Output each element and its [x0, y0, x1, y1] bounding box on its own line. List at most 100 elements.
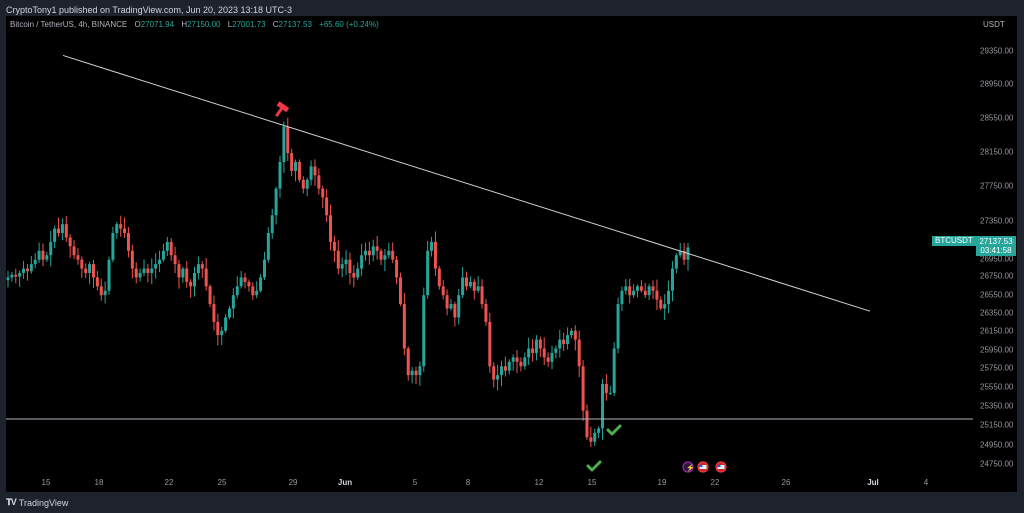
candle-body [395, 259, 399, 278]
candle-body [344, 259, 348, 265]
time-tick: 5 [412, 478, 418, 487]
candle-body [534, 339, 538, 353]
candle-body [130, 250, 134, 269]
candle-body [523, 357, 527, 367]
time-tick: 4 [923, 478, 929, 487]
last-price: 27137.53 [979, 237, 1013, 246]
candle-body [259, 277, 263, 291]
chart-frame[interactable]: ⚡ Bitcoin / TetherUS, 4h, BINANCE O27071… [6, 16, 1017, 492]
candle-body [546, 357, 550, 362]
price-tick: 25950.00 [980, 345, 1014, 355]
price-tick: 28150.00 [980, 147, 1014, 157]
candle-body [527, 348, 531, 358]
candle-body [426, 250, 430, 296]
candle-body [68, 237, 72, 247]
candle-body [123, 228, 127, 234]
candle-body [449, 304, 453, 309]
candle-body [437, 268, 441, 287]
candle-body [581, 366, 585, 411]
candle-body [115, 224, 119, 234]
time-tick: 12 [534, 478, 544, 487]
candle-body [37, 250, 41, 260]
low-value: 27001.73 [232, 20, 266, 29]
candle-body [566, 335, 570, 345]
candle-body [367, 250, 371, 256]
candle-body [294, 162, 298, 171]
candle-body [99, 286, 103, 296]
symbol-price-label: BTCUSDT [932, 236, 976, 246]
symbol-title[interactable]: Bitcoin / TetherUS, 4h, BINANCE [10, 20, 128, 29]
candle-body [663, 304, 667, 309]
candle-body [379, 250, 383, 260]
candle-body [597, 428, 601, 433]
candle-body [53, 228, 57, 242]
price-tick: 28550.00 [980, 113, 1014, 123]
candle-body [356, 268, 360, 278]
descending-trendline [62, 54, 871, 312]
candle-body [410, 370, 414, 376]
time-tick: 19 [657, 478, 667, 487]
candle-body [453, 304, 457, 318]
check-icon [586, 460, 602, 472]
price-tick: 25150.00 [980, 420, 1014, 430]
candle-body [647, 286, 651, 296]
price-tick: 24950.00 [980, 440, 1014, 450]
candle-body [290, 153, 294, 171]
candle-body [593, 432, 597, 442]
candle-body [620, 290, 624, 305]
candle-body [391, 250, 395, 260]
candle-body [670, 268, 674, 291]
hammer-icon [275, 101, 290, 118]
candle-body [313, 166, 317, 176]
candle-body [402, 304, 406, 349]
candle-body [387, 250, 391, 256]
time-tick: 8 [465, 478, 471, 487]
candle-body [383, 255, 387, 260]
candle-body [558, 339, 562, 349]
time-tick: Jul [867, 478, 879, 487]
candle-body [457, 295, 461, 318]
candle-body [604, 384, 608, 393]
candle-body [360, 255, 364, 269]
candle-body [461, 277, 465, 296]
tradingview-logo[interactable]: 𝐓V TradingView [6, 497, 68, 508]
bar-countdown: 03:41:58 [980, 246, 1012, 255]
candle-body [309, 166, 313, 180]
candle-body [348, 259, 352, 273]
candle-body [569, 330, 573, 336]
candle-body [33, 259, 37, 265]
candlestick-plot[interactable]: ⚡ [6, 16, 1017, 492]
price-tick: 29350.00 [980, 46, 1014, 56]
candle-body [119, 224, 123, 229]
candle-body [542, 348, 546, 358]
currency-unit: USDT [983, 20, 1005, 29]
price-axis[interactable]: USDT 29350.00 28950.00 28550.00 28150.00 277… [973, 16, 1017, 492]
price-tick: 25750.00 [980, 363, 1014, 373]
candle-body [158, 259, 162, 265]
candle-body [208, 286, 212, 305]
candle-body [255, 290, 259, 296]
candle-body [216, 321, 220, 336]
candle-body [363, 250, 367, 256]
candle-body [511, 357, 515, 362]
candle-body [321, 188, 325, 198]
candle-body [531, 348, 535, 353]
candle-body [72, 246, 76, 256]
candle-body [6, 277, 10, 281]
candle-body [573, 330, 577, 340]
time-tick: 22 [710, 478, 720, 487]
price-tick: 25550.00 [980, 382, 1014, 392]
candle-body [14, 274, 18, 277]
candle-body [126, 233, 130, 251]
candle-body [80, 259, 84, 269]
flag-stripe [717, 465, 725, 469]
candle-body [422, 295, 426, 367]
candle-body [95, 277, 99, 287]
candle-body [659, 299, 663, 309]
candle-body [25, 268, 29, 272]
candle-body [220, 330, 224, 336]
candle-body [173, 255, 177, 265]
candle-body [227, 308, 231, 318]
candle-body [286, 126, 290, 154]
last-price-badge: 27137.53 03:41:58 [976, 236, 1016, 256]
